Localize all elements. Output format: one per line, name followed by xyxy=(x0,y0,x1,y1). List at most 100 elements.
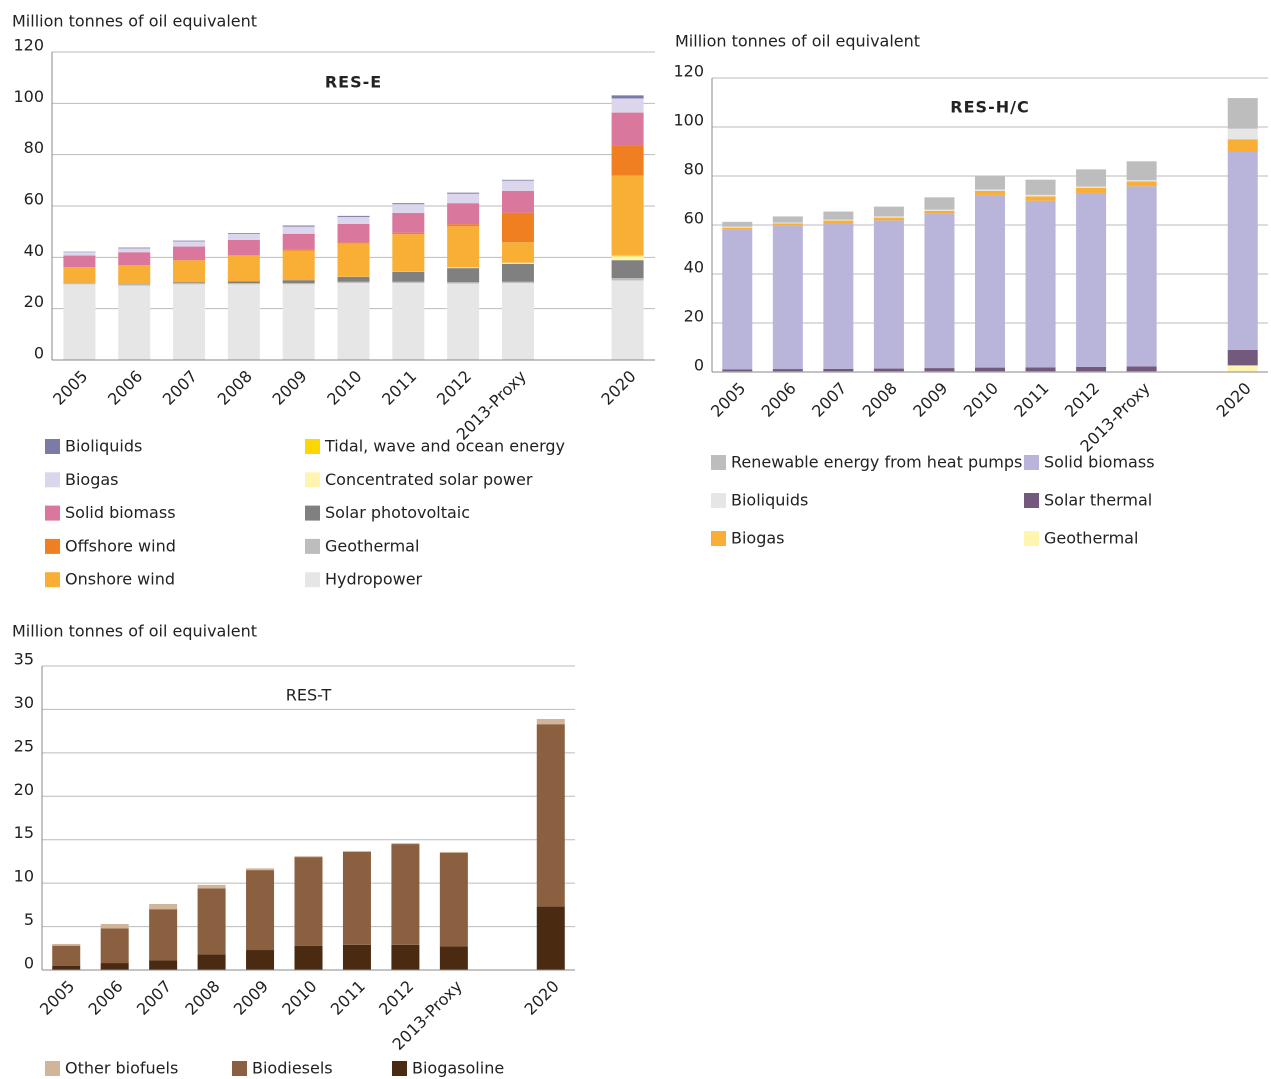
bar-segment xyxy=(1076,188,1107,193)
y-tick-label: 40 xyxy=(24,241,44,260)
bar-segment xyxy=(173,246,206,261)
bar-segment xyxy=(173,282,206,283)
bar-segment xyxy=(873,220,904,369)
bar-segment xyxy=(975,367,1005,372)
y-tick-label: 0 xyxy=(694,356,704,375)
y-axis-label: Million tonnes of oil equivalent xyxy=(12,12,257,31)
bar-segment xyxy=(722,227,753,230)
x-tick-label: 2011 xyxy=(378,367,420,409)
y-tick-label: 80 xyxy=(684,160,704,179)
bar-segment xyxy=(392,281,425,283)
bar-segment xyxy=(63,255,96,268)
y-tick-label: 40 xyxy=(684,258,704,277)
legend-label: Concentrated solar power xyxy=(325,470,533,489)
bar-segment xyxy=(1025,194,1056,197)
bar-segment xyxy=(447,282,480,284)
bar-segment xyxy=(337,243,370,277)
bar-segment xyxy=(1025,179,1056,195)
bar-segment xyxy=(501,242,534,263)
y-tick-label: 10 xyxy=(14,867,34,886)
x-tick-label: 2020 xyxy=(597,367,639,409)
x-tick-label: 2007 xyxy=(808,379,850,421)
bar-segment xyxy=(118,284,151,286)
bar-segment xyxy=(246,870,275,951)
bar-segment xyxy=(439,852,468,947)
bar-segment xyxy=(924,209,955,211)
bar-segment xyxy=(975,194,1005,368)
legend-swatch xyxy=(711,455,726,470)
legend-label: Geothermal xyxy=(325,536,419,555)
bar-segment xyxy=(611,145,644,176)
legend-swatch xyxy=(305,538,320,554)
bar-segment xyxy=(52,965,81,970)
bar-segment xyxy=(63,252,96,256)
bar-segment xyxy=(873,206,904,217)
bar-segment xyxy=(447,203,480,225)
bar-segment xyxy=(118,248,151,253)
legend-swatch xyxy=(305,439,320,454)
legend-swatch xyxy=(1024,455,1039,470)
bar-segment xyxy=(1076,192,1107,367)
bar-segment xyxy=(823,223,854,369)
y-tick-label: 60 xyxy=(684,209,704,228)
x-tick-label: 2012 xyxy=(375,977,417,1019)
y-tick-label: 5 xyxy=(24,910,34,929)
bar-segment xyxy=(447,283,480,360)
bar-segment xyxy=(282,249,315,251)
bar-segment xyxy=(611,95,644,99)
bar-segment xyxy=(149,960,178,970)
bar-segment xyxy=(501,283,534,360)
x-tick-label: 2012 xyxy=(1061,379,1103,421)
x-tick-label: 2009 xyxy=(268,367,310,409)
x-tick-label: 2005 xyxy=(707,379,749,421)
bar-segment xyxy=(501,281,534,283)
legend-label: Other biofuels xyxy=(65,1059,178,1078)
bar-segment xyxy=(391,843,420,845)
bar-segment xyxy=(1025,200,1056,368)
bar-segment xyxy=(52,943,81,946)
bar-segment xyxy=(611,112,644,146)
bar-segment xyxy=(873,368,904,372)
bar-segment xyxy=(975,189,1005,191)
bar-segment xyxy=(227,233,260,234)
bar-segment xyxy=(772,216,803,223)
y-tick-label: 100 xyxy=(673,111,704,130)
x-tick-label: 2009 xyxy=(230,977,272,1019)
legend-swatch xyxy=(45,538,60,554)
bar-segment xyxy=(722,226,753,228)
legend-label: Tidal, wave and ocean energy xyxy=(324,437,565,456)
bar-segment xyxy=(282,226,315,234)
bar-segment xyxy=(924,368,955,372)
bar-segment xyxy=(294,945,323,970)
legend-label: Bioliquids xyxy=(731,491,808,510)
bar-segment xyxy=(52,945,81,966)
bar-segment xyxy=(282,280,315,283)
bar-segment xyxy=(337,216,370,224)
chart-title: RES-E xyxy=(325,73,382,92)
bar-segment xyxy=(501,263,534,282)
x-tick-label: 2011 xyxy=(327,977,369,1019)
bar-segment xyxy=(100,923,129,929)
bar-segment xyxy=(611,98,644,113)
bar-segment xyxy=(173,284,206,360)
x-tick-label: 2008 xyxy=(859,379,901,421)
bar-segment xyxy=(536,724,565,907)
bar-segment xyxy=(1227,349,1258,366)
bar-segment xyxy=(611,280,644,360)
bar-segment xyxy=(294,857,323,946)
x-tick-label: 2007 xyxy=(133,977,175,1019)
legend-label: Onshore wind xyxy=(65,570,175,589)
x-tick-label: 2005 xyxy=(49,367,91,409)
x-tick-label: 2012 xyxy=(433,367,475,409)
bar-segment xyxy=(823,368,854,372)
x-tick-label: 2011 xyxy=(1010,379,1052,421)
bar-segment xyxy=(501,190,534,213)
legend-swatch xyxy=(45,439,60,454)
y-tick-label: 80 xyxy=(24,138,44,157)
x-tick-label: 2020 xyxy=(1213,379,1255,421)
legend-label: Renewable energy from heat pumps xyxy=(731,453,1022,472)
bar-segment xyxy=(282,233,315,250)
bar-segment xyxy=(197,888,226,955)
bar-segment xyxy=(342,851,371,945)
bar-segment xyxy=(1227,365,1258,372)
